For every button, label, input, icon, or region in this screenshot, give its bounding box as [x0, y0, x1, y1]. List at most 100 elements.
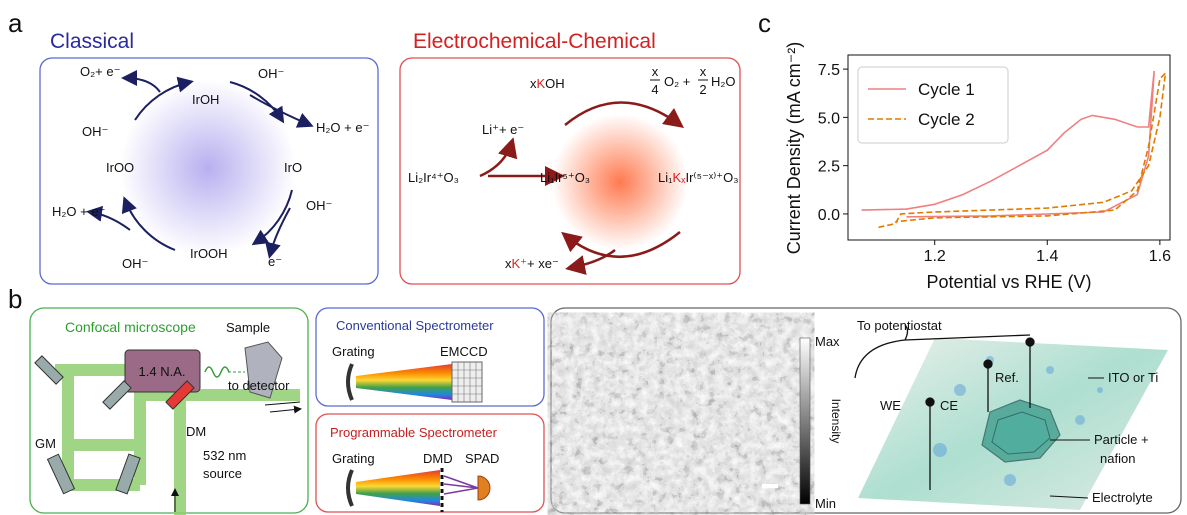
rays	[443, 475, 479, 495]
micrograph	[569, 329, 793, 506]
grating	[346, 363, 354, 401]
panel-label: b	[8, 284, 22, 314]
label: source	[203, 466, 242, 481]
label: Sample	[226, 320, 270, 335]
species: Li₁KₓIr⁽⁵⁻ˣ⁾⁺O₃	[658, 170, 739, 185]
programmable-box	[315, 413, 545, 513]
label: Ref.	[995, 370, 1019, 385]
fraction-num: x	[652, 64, 659, 79]
mirror	[102, 380, 132, 410]
label: Max	[815, 334, 840, 349]
y-axis-label: Current Density (mA cm⁻²)	[784, 42, 804, 255]
product: O₂ +	[664, 74, 690, 89]
species: OH⁻	[82, 124, 108, 139]
label: EMCCD	[440, 344, 488, 359]
x-tick-label: 1.2	[924, 248, 946, 265]
spectrum	[356, 470, 440, 506]
programmable-title: Programmable Spectrometer	[330, 425, 498, 440]
species: H₂O + e⁻	[52, 204, 105, 219]
panel-label: c	[758, 8, 771, 38]
panel-label: a	[8, 8, 23, 38]
species: IrOO	[106, 160, 134, 175]
label: to detector	[228, 378, 290, 393]
ec-title: Electrochemical-Chemical	[413, 30, 656, 53]
leader	[1049, 495, 1089, 499]
label: SPAD	[465, 451, 499, 466]
x-tick-label: 1.6	[1149, 248, 1171, 265]
species: Li₂Ir⁴⁺O₃	[408, 170, 459, 185]
classical-labels: O₂+ e⁻ IrOH OH⁻ OH⁻ H₂O + e⁻ IrOO IrO OH…	[52, 64, 369, 271]
conventional-title: Conventional Spectrometer	[336, 318, 494, 333]
legend-label: Cycle 1	[918, 80, 975, 99]
legend-box	[857, 66, 1009, 144]
grating	[346, 469, 354, 507]
species: IrOOH	[190, 246, 228, 261]
wires	[854, 324, 1031, 379]
electrodes	[925, 337, 1035, 490]
cycle-glow	[120, 80, 296, 256]
label: DMD	[423, 451, 453, 466]
y-tick-label: 5.0	[818, 110, 840, 127]
label: Particle +	[1094, 432, 1149, 447]
label: 532 nm	[203, 448, 246, 463]
objective	[124, 349, 201, 393]
reactant: xKOH	[530, 76, 565, 91]
label: Electrolyte	[1092, 490, 1153, 505]
x-axis-label: Potential vs RHE (V)	[926, 272, 1091, 292]
species: OH⁻	[306, 198, 332, 213]
ec-box	[399, 57, 741, 285]
ec-arrows	[479, 101, 685, 275]
species: Li⁺+ e⁻	[482, 122, 524, 137]
label: DM	[186, 424, 206, 439]
arrow	[264, 401, 300, 412]
classical-title: Classical	[50, 30, 134, 53]
species: OH⁻	[258, 66, 284, 81]
species: H₂O + e⁻	[316, 120, 369, 135]
conventional-box	[315, 307, 545, 407]
label: nafion	[1100, 451, 1135, 466]
mirror	[34, 355, 64, 385]
fraction-den: 4	[651, 82, 658, 97]
label: Grating	[332, 344, 375, 359]
species: OH⁻	[122, 256, 148, 271]
classical-box	[39, 57, 379, 285]
scale-bar	[762, 484, 778, 488]
beam-path	[55, 364, 300, 515]
label: 1.4 N.A.	[139, 364, 186, 379]
legend-label: Cycle 2	[918, 110, 975, 129]
classical-arrows	[86, 70, 314, 259]
cycle-glow	[552, 114, 688, 250]
confocal-box	[29, 307, 309, 514]
ccd	[451, 361, 483, 403]
species: IrO	[284, 160, 302, 175]
label: WE	[880, 398, 901, 413]
label: ITO or Ti	[1108, 370, 1158, 385]
species: xK⁺+ xe⁻	[505, 256, 559, 271]
label: CE	[940, 398, 958, 413]
y-tick-label: 2.5	[818, 159, 840, 176]
galvo-mirror	[46, 453, 76, 495]
wave	[204, 366, 230, 378]
imaging-box	[550, 307, 1182, 514]
species: IrOH	[192, 92, 219, 107]
fraction-den: 2	[699, 82, 706, 97]
y-tick-label: 7.5	[818, 62, 840, 79]
species: Li₁Ir⁵⁺O₃	[540, 170, 590, 185]
y-tick-label: 0.0	[818, 207, 840, 224]
x-tick-label: 1.4	[1036, 248, 1058, 265]
droplets	[933, 356, 1103, 486]
product: H₂O	[711, 74, 736, 89]
confocal-title: Confocal microscope	[65, 319, 196, 335]
label: To potentiostat	[857, 318, 942, 333]
particle-top	[991, 411, 1051, 455]
label: Intensity	[829, 399, 843, 444]
colorbar	[799, 337, 811, 505]
dichroic-mirror	[165, 380, 195, 410]
label: Grating	[332, 451, 375, 466]
sample	[244, 341, 283, 399]
fraction-num: x	[700, 64, 707, 79]
products: x 4 O₂ + x 2 H₂O	[650, 64, 736, 97]
species: e⁻	[268, 254, 282, 269]
spad	[477, 475, 491, 501]
series-line	[878, 70, 1167, 229]
